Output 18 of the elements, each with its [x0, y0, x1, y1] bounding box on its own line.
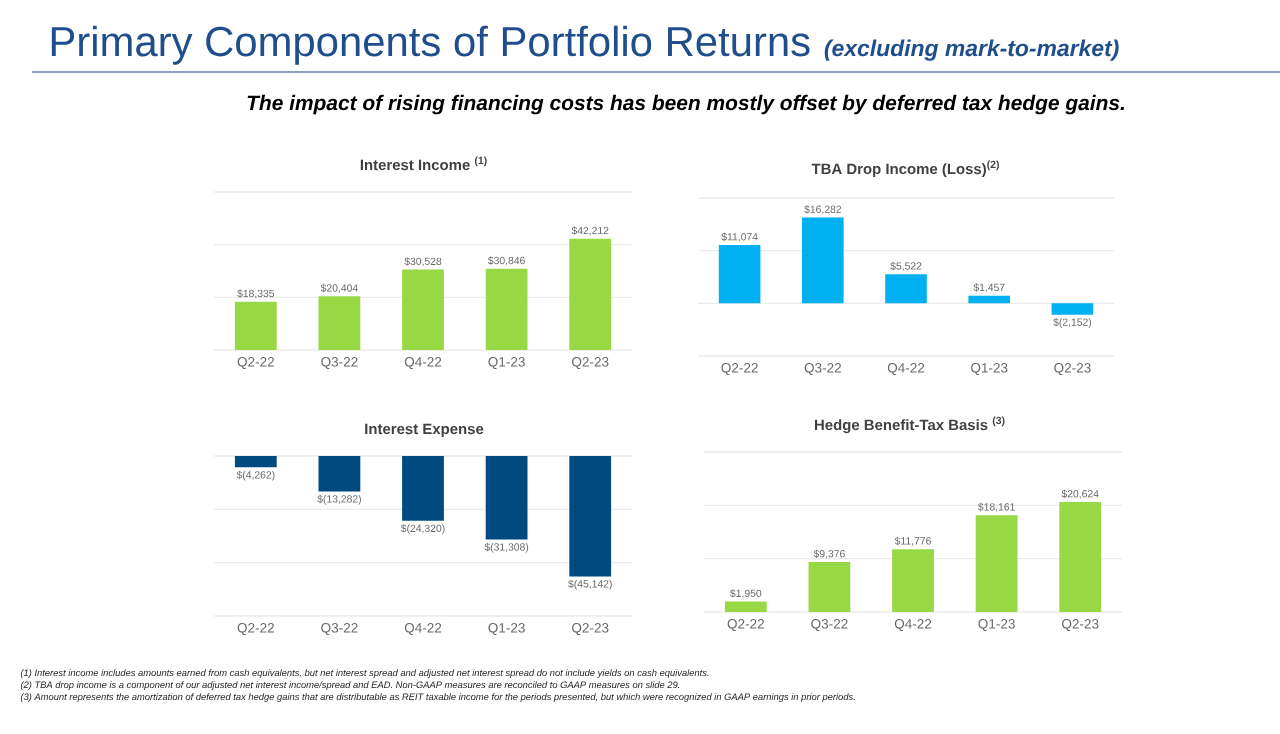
bar — [885, 274, 927, 304]
bar — [402, 269, 444, 350]
bar — [1059, 502, 1102, 612]
text: The impact of rising financing costs has been mostly offset by deferred tax hedge gains. — [247, 94, 1125, 115]
bar — [569, 238, 612, 350]
bar — [892, 549, 934, 612]
bar — [968, 295, 1011, 304]
text: Primary Components of Portfolio Returns — [51, 25, 810, 65]
bar — [808, 561, 851, 612]
bar — [718, 245, 761, 304]
text: (excluding mark-to-market) — [824, 39, 1119, 61]
bar — [234, 301, 277, 350]
bar — [1051, 303, 1094, 315]
bar — [724, 601, 767, 612]
bar — [802, 217, 844, 304]
bar — [318, 296, 361, 350]
bar — [975, 515, 1018, 612]
bar — [485, 268, 528, 350]
